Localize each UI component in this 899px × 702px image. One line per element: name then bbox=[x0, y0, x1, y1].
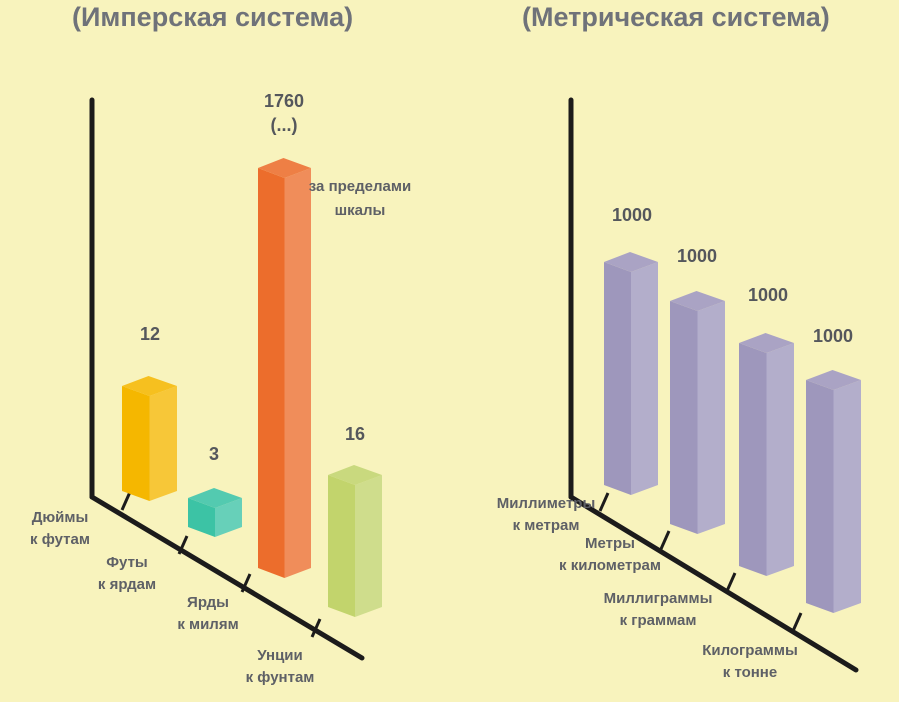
category-label: к милям bbox=[177, 616, 238, 633]
category-label: к граммам bbox=[620, 612, 697, 629]
x-axis-tick bbox=[791, 612, 803, 632]
metric-title: (Метрическая система) bbox=[522, 2, 830, 32]
bar-value-label: 3 bbox=[209, 444, 219, 464]
category-label: Метры bbox=[585, 535, 635, 552]
bar-left-face bbox=[806, 380, 834, 613]
imperial-title: (Имперская система) bbox=[72, 2, 354, 32]
bar-right-face bbox=[833, 380, 861, 613]
bar bbox=[739, 333, 794, 576]
bar-value-label: 1760 bbox=[264, 91, 304, 111]
bar-annotation: шкалы bbox=[335, 202, 386, 219]
x-axis-tick bbox=[598, 492, 610, 512]
bar bbox=[670, 291, 725, 534]
bar-left-face bbox=[188, 498, 215, 537]
x-axis-tick bbox=[310, 618, 322, 638]
bar-right-face bbox=[149, 386, 177, 501]
category-label: к фунтам bbox=[246, 669, 315, 686]
x-axis-tick bbox=[177, 535, 189, 555]
x-axis bbox=[89, 494, 365, 661]
bar-top-face bbox=[806, 370, 861, 390]
bar-top-face bbox=[122, 376, 177, 396]
bar-left-face bbox=[328, 475, 355, 617]
bar-left-face bbox=[604, 262, 631, 495]
bar-left-face bbox=[670, 301, 698, 534]
bar-value-label: 16 bbox=[345, 424, 365, 444]
bar bbox=[258, 158, 311, 578]
category-label: Килограммы bbox=[702, 642, 798, 659]
bar bbox=[122, 376, 177, 501]
category-label: Футы bbox=[106, 554, 147, 571]
imperial-chart: 12 Дюймы к футам 3 Футы к ярдам 1760 (...) Ярды к… bbox=[30, 91, 411, 686]
bar bbox=[188, 488, 242, 537]
bar-right-face bbox=[697, 301, 725, 534]
bar bbox=[328, 465, 382, 617]
category-label: Ярды bbox=[187, 594, 229, 611]
bar-left-face bbox=[258, 168, 285, 578]
x-axis-tick bbox=[659, 530, 671, 550]
bar-value-label: 1000 bbox=[677, 246, 717, 266]
bar-right-face bbox=[284, 168, 311, 578]
x-axis-tick bbox=[725, 572, 737, 592]
bar-right-face bbox=[215, 498, 242, 537]
bar-value-label: 12 bbox=[140, 324, 160, 344]
bar-top-face bbox=[739, 333, 794, 353]
bar-value-label: 1000 bbox=[612, 205, 652, 225]
category-label: к ярдам bbox=[98, 576, 156, 593]
metric-chart: 1000 Миллиметры к метрам 1000 Метры к километ… bbox=[497, 97, 861, 681]
category-label: к футам bbox=[30, 531, 90, 548]
x-axis-tick bbox=[120, 491, 132, 511]
bar-top-face bbox=[188, 488, 242, 508]
bar-top-face bbox=[670, 291, 725, 311]
x-axis bbox=[568, 494, 859, 673]
bar-top-face bbox=[328, 465, 382, 485]
bar-value-label: 1000 bbox=[748, 285, 788, 305]
category-label: Унции bbox=[257, 647, 302, 664]
bar bbox=[604, 252, 658, 495]
bar-annotation: за пределами bbox=[309, 178, 411, 195]
category-label: Дюймы bbox=[32, 509, 89, 526]
bar bbox=[806, 370, 861, 613]
category-label: к тонне bbox=[723, 664, 777, 681]
category-label: к метрам bbox=[513, 517, 580, 534]
category-label: к километрам bbox=[559, 557, 661, 574]
x-axis-tick bbox=[240, 573, 252, 593]
bar-left-face bbox=[739, 343, 767, 576]
bar-value-label: (...) bbox=[271, 115, 298, 135]
bar-right-face bbox=[355, 475, 382, 617]
category-label: Миллиграммы bbox=[604, 590, 713, 607]
bar-top-face bbox=[604, 252, 658, 272]
bar-right-face bbox=[631, 262, 658, 495]
bar-top-face bbox=[258, 158, 311, 178]
bar-right-face bbox=[766, 343, 794, 576]
category-label: Миллиметры bbox=[497, 495, 596, 512]
bar-left-face bbox=[122, 386, 150, 501]
bar-value-label: 1000 bbox=[813, 326, 853, 346]
